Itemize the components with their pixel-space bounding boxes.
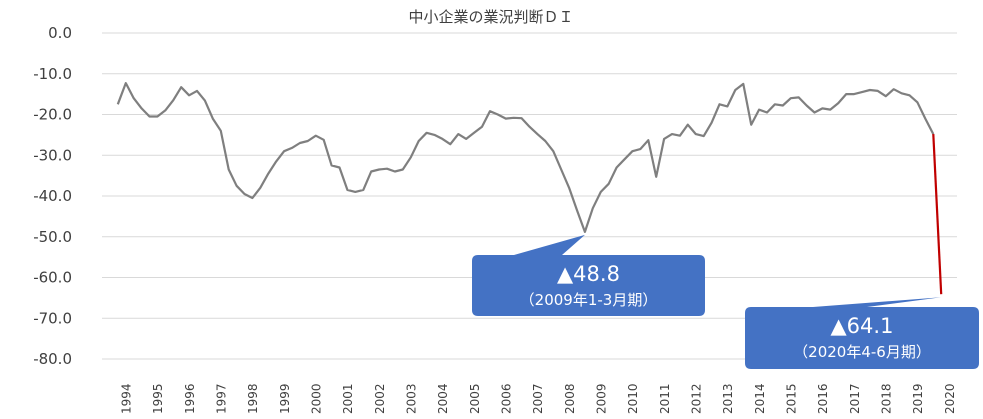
x-tick-label: 2012 bbox=[690, 383, 704, 414]
y-tick-label: -30.0 bbox=[33, 146, 72, 164]
x-tick-label: 2006 bbox=[500, 383, 514, 414]
x-axis-ticks: 1994 1995 1996 1997 1998 1999 2000 2001 2002 2003… bbox=[120, 383, 957, 414]
callout-box bbox=[745, 297, 979, 369]
callout-period: （2009年1-3月期） bbox=[520, 291, 658, 309]
chart-title: 中小企業の業況判断ＤＩ bbox=[408, 8, 573, 26]
y-tick-label: -70.0 bbox=[33, 309, 72, 327]
x-tick-label: 2001 bbox=[341, 383, 355, 414]
x-tick-label: 2007 bbox=[531, 383, 545, 414]
x-tick-label: 2008 bbox=[563, 383, 577, 414]
x-tick-label: 2003 bbox=[405, 383, 419, 414]
x-tick-label: 2009 bbox=[595, 383, 609, 414]
x-tick-label: 2018 bbox=[880, 383, 894, 414]
y-tick-label: -80.0 bbox=[33, 350, 72, 368]
x-tick-label: 2020 bbox=[943, 383, 957, 414]
callout-box bbox=[472, 234, 705, 316]
series-lines bbox=[116, 81, 943, 295]
x-tick-label: 2013 bbox=[721, 383, 735, 414]
x-tick-label: 2010 bbox=[626, 383, 640, 414]
y-tick-label: 0.0 bbox=[48, 24, 72, 42]
y-axis-ticks: 0.0 -10.0 -20.0 -30.0 -40.0 -50.0 -60.0 -70.0 -8… bbox=[33, 24, 72, 368]
x-tick-label: 2005 bbox=[468, 383, 482, 414]
x-tick-label: 2002 bbox=[373, 383, 387, 414]
x-tick-label: 2017 bbox=[848, 383, 862, 414]
x-tick-label: 2000 bbox=[310, 383, 324, 414]
y-tick-label: -40.0 bbox=[33, 187, 72, 205]
callout-value: ▲48.8 bbox=[557, 262, 620, 286]
callouts: ▲48.8 （2009年1-3月期） ▲64.1 （2020年4-6月期） bbox=[472, 234, 979, 369]
x-tick-label: 2004 bbox=[436, 383, 450, 414]
x-tick-label: 2014 bbox=[753, 383, 767, 414]
series-line-latest bbox=[932, 134, 943, 295]
x-tick-label: 1996 bbox=[183, 383, 197, 414]
y-tick-label: -60.0 bbox=[33, 269, 72, 287]
x-tick-label: 1998 bbox=[246, 383, 260, 414]
x-tick-label: 2019 bbox=[911, 383, 925, 414]
x-tick-label: 1994 bbox=[120, 383, 134, 414]
x-tick-label: 2011 bbox=[658, 383, 672, 414]
callout-period: （2020年4-6月期） bbox=[793, 343, 931, 361]
x-tick-label: 1997 bbox=[215, 383, 229, 414]
series-line-main bbox=[116, 81, 935, 233]
gridlines bbox=[102, 32, 957, 360]
x-tick-label: 2015 bbox=[785, 383, 799, 414]
y-tick-label: -10.0 bbox=[33, 65, 72, 83]
x-tick-label: 2016 bbox=[816, 383, 830, 414]
x-tick-label: 1995 bbox=[151, 383, 165, 414]
y-tick-label: -20.0 bbox=[33, 106, 72, 124]
x-tick-label: 1999 bbox=[278, 383, 292, 414]
callout-value: ▲64.1 bbox=[831, 314, 894, 338]
y-tick-label: -50.0 bbox=[33, 228, 72, 246]
